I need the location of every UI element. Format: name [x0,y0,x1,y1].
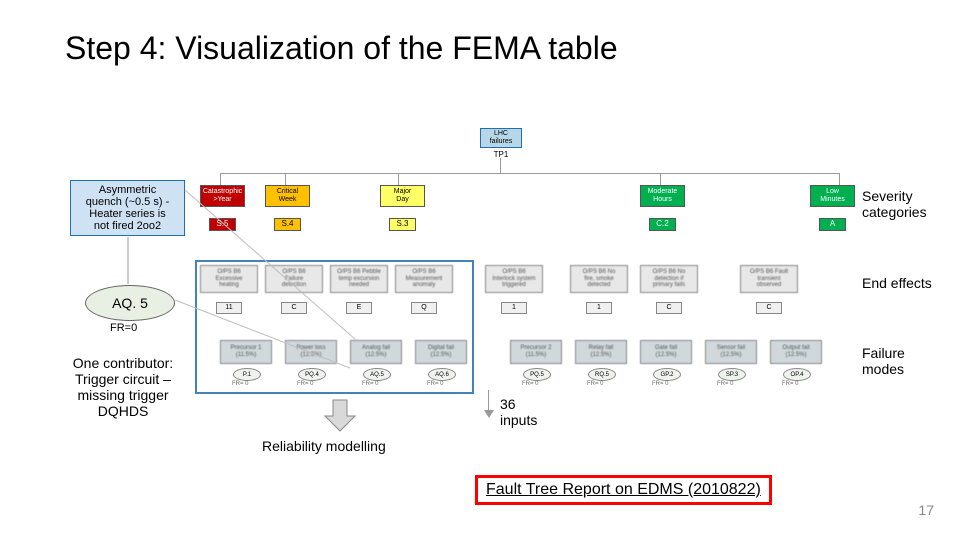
failure-sub-circle: GP.2 [653,368,681,381]
end-effect-box: O/PS B6 Fault transient observed [740,265,798,293]
failure-sub-circle: SP.3 [718,368,746,381]
failure-sub-circle: RQ.5 [588,368,616,381]
failure-box: Output fail (12.5%) [770,340,822,364]
end-effects-label: End effects [862,275,932,291]
fr-label: FR= 0 [782,381,799,387]
failure-sub-circle: OP.4 [783,368,811,381]
severity-sub: S.4 [274,218,301,231]
zoom-circle: AQ. 5 [85,285,175,321]
severity-sub: A [819,218,846,231]
severity-sub: S.3 [389,218,416,231]
fr-label: FR= 0 [522,381,539,387]
end-effect-sub: 1 [501,302,527,314]
severity-box: Moderate Hours [640,185,685,207]
zoom-circle-sub: FR=0 [110,322,137,334]
highlight-rect [195,260,474,394]
fault-tree-link[interactable]: Fault Tree Report on EDMS (2010822) [475,475,772,505]
failure-box: Sensor fail (12.5%) [705,340,757,364]
severity-sub: C.2 [649,218,676,231]
end-effect-sub: C [756,302,782,314]
top-node: LHC failures [480,128,522,148]
failure-sub-circle: PQ.5 [523,368,551,381]
slide-title: Step 4: Visualization of the FEMA table [65,30,618,67]
severity-sub: S.5 [209,218,236,231]
fr-label: FR= 0 [652,381,669,387]
arrow-tip-icon [484,410,494,418]
end-effect-sub: 1 [586,302,612,314]
failure-modes-label: Failure modes [862,345,942,377]
end-effect-box: O/PS B6 Interlock system triggered [485,265,543,293]
failure-box: Precursor 2 (11.5%) [510,340,562,364]
fr-label: FR= 0 [587,381,604,387]
page-number: 17 [918,502,934,518]
zoom-quench-box: Asymmetric quench (~0.5 s) - Heater seri… [70,180,185,236]
failure-box: Relay fail (12.5%) [575,340,627,364]
severity-box: Catastrophic >Year [200,185,245,207]
end-effect-sub: C [656,302,682,314]
reliability-label: Reliability modelling [262,438,386,454]
severity-box: Critical Week [265,185,310,207]
contributor-label: One contributor: Trigger circuit – missi… [58,355,188,419]
severity-box: Major Day [380,185,425,207]
severity-box: Low Minutes [810,185,855,207]
inputs-label: 36 inputs [500,396,537,428]
end-effect-box: O/PS B6 No detection if primary fails [640,265,698,293]
top-node-sub: TP1 [482,150,520,159]
down-arrow-icon [323,398,357,432]
failure-box: Gate fail (12.5%) [640,340,692,364]
severity-label: Severity categories [862,188,952,220]
fr-label: FR= 0 [717,381,734,387]
end-effect-box: O/PS B6 No fire, smoke detected [570,265,628,293]
